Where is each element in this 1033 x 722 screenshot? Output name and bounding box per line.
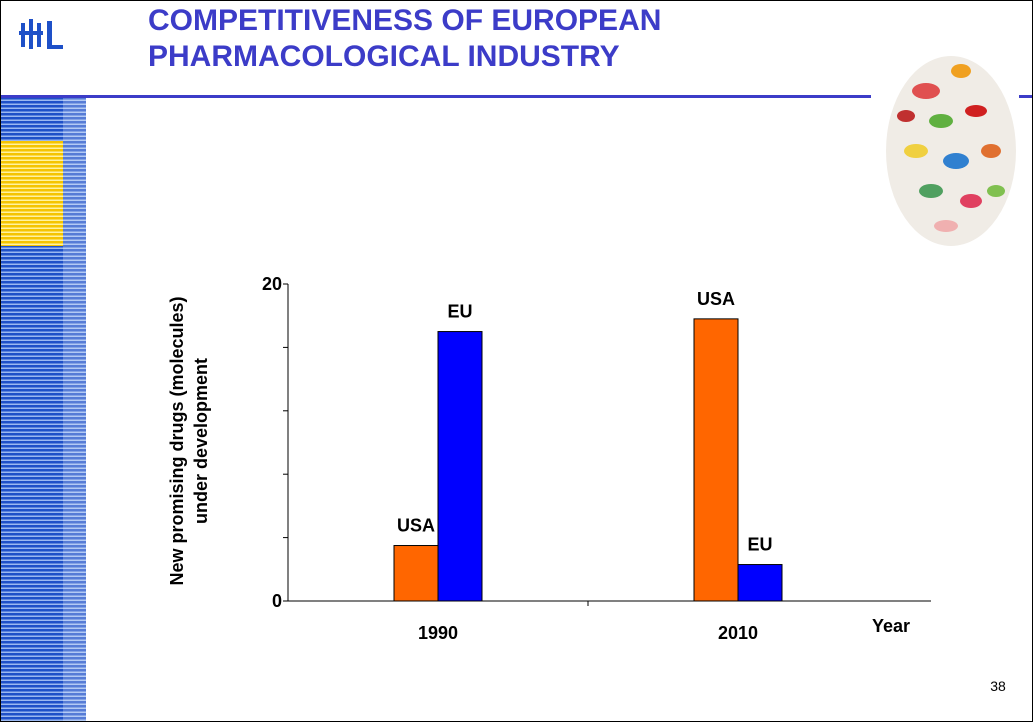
y-tick-label: 0 bbox=[272, 591, 282, 611]
bar-label: USA bbox=[697, 289, 735, 309]
page-number: 38 bbox=[990, 678, 1006, 694]
y-axis-label: New promising drugs (molecules) bbox=[167, 296, 187, 585]
pills-image bbox=[886, 56, 1016, 246]
bar-label: EU bbox=[747, 535, 772, 555]
slide-title: COMPETITIVENESS OF EUROPEAN PHARMACOLOGI… bbox=[148, 4, 662, 73]
y-tick-label: 20 bbox=[262, 274, 282, 294]
bar bbox=[393, 545, 439, 602]
logo bbox=[19, 19, 63, 49]
y-axis-label: under development bbox=[191, 358, 211, 524]
bar bbox=[693, 318, 739, 602]
x-tick-label: 1990 bbox=[418, 623, 458, 643]
header-line bbox=[1, 95, 871, 98]
x-tick-label: 2010 bbox=[718, 623, 758, 643]
bar-label: EU bbox=[447, 302, 472, 322]
side-stripes bbox=[63, 96, 86, 721]
x-axis-label: Year bbox=[872, 616, 910, 636]
bar-label: USA bbox=[397, 516, 435, 536]
header-line bbox=[1019, 95, 1032, 98]
bar bbox=[437, 331, 483, 602]
bar bbox=[737, 564, 783, 602]
side-stripes-yellow bbox=[1, 141, 63, 246]
